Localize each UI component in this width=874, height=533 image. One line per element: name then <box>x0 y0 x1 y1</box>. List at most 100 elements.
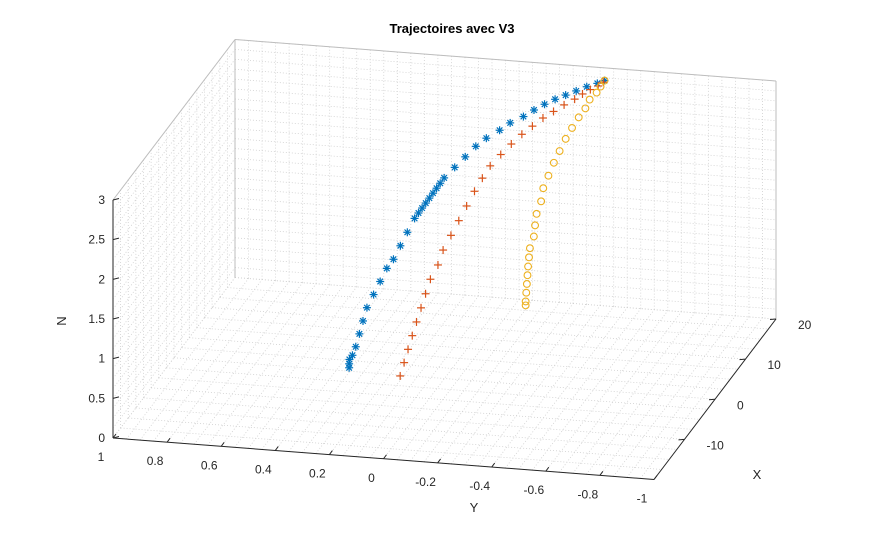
floor-grid-line <box>410 300 533 462</box>
data-point <box>538 114 547 123</box>
tick-labels: 0 0.5 1 1.5 2 2.5 3 1 0.8 0.6 0.4 0.2 0 -0.2 -0.4 -0.6 -… <box>88 193 811 506</box>
data-point <box>410 214 419 223</box>
z-tick <box>112 436 120 439</box>
z-tick <box>112 317 120 320</box>
floor-grid-line <box>135 407 677 450</box>
y-tick <box>653 475 658 480</box>
back-wall-grid-line <box>234 118 777 161</box>
side-wall-grid-line <box>112 168 236 330</box>
y-tick-label: 0.8 <box>147 454 164 468</box>
back-wall-grid-line <box>234 98 777 141</box>
y-tick-label: 1 <box>98 450 105 464</box>
data-point <box>540 100 549 109</box>
data-point <box>362 303 371 312</box>
z-tick-label: 1.5 <box>88 312 105 326</box>
data-point <box>355 329 364 338</box>
data-point <box>421 289 430 298</box>
floor-grid-line <box>640 317 763 479</box>
back-wall-grid-line <box>234 187 777 231</box>
data-point <box>417 303 426 312</box>
floor-grid-line <box>437 302 560 464</box>
data-point <box>529 232 538 241</box>
data-point <box>400 358 409 367</box>
y-tick-label: 0.4 <box>255 462 272 476</box>
data-point <box>404 345 413 354</box>
data-point <box>421 199 430 208</box>
data-point <box>351 342 360 351</box>
data-point <box>436 179 445 188</box>
data-point <box>408 331 417 340</box>
side-wall-grid-line <box>112 78 236 240</box>
floor-grid-line <box>166 367 708 410</box>
data-point <box>586 85 595 94</box>
floor-grid-line <box>247 287 371 449</box>
y-tick-label: -1 <box>637 492 648 506</box>
back-wall-grid-line <box>234 197 777 241</box>
side-wall-grid-line <box>112 237 236 399</box>
floor-grid-line <box>120 427 662 470</box>
data-point <box>521 297 530 306</box>
data-point <box>414 209 423 218</box>
data-point <box>439 246 448 255</box>
data-point <box>461 152 470 161</box>
y-tick <box>491 462 496 468</box>
x-tick-label: 10 <box>768 358 782 372</box>
data-point <box>495 126 504 135</box>
back-wall-grid-line <box>234 247 777 290</box>
data-point <box>345 355 354 364</box>
side-wall-grid-line <box>112 108 236 270</box>
data-point <box>522 280 531 288</box>
data-point <box>470 187 479 196</box>
data-point <box>524 262 533 271</box>
back-wall-grid-line <box>234 148 777 191</box>
z-tick-label: 2.5 <box>88 233 105 247</box>
floor-grid-line <box>166 281 290 443</box>
side-wall-grid-line <box>112 138 236 300</box>
floor-grid-line <box>261 288 385 450</box>
floor-grid-line <box>329 293 452 455</box>
floor-grid-line <box>274 289 398 451</box>
box-edge <box>112 39 236 201</box>
x-axis-label: X <box>753 467 762 482</box>
data-point <box>544 171 553 180</box>
floor-grid-line <box>189 337 731 380</box>
y-tick <box>274 446 279 451</box>
floor-grid-line <box>143 397 685 440</box>
data-point <box>561 134 570 143</box>
y-tick-label: -0.8 <box>578 487 599 501</box>
floor-grid-line <box>181 347 723 390</box>
side-wall-grid-line <box>112 88 236 250</box>
back-wall-grid-line <box>234 78 777 122</box>
data-point <box>592 88 601 97</box>
data-point <box>412 317 421 326</box>
floor-grid-line <box>518 308 642 470</box>
side-wall-grid-line <box>112 277 236 439</box>
floor-grid-line <box>315 292 439 454</box>
data-point <box>506 118 515 127</box>
floor-grid-line <box>383 298 506 459</box>
data-point <box>440 173 449 182</box>
data-point <box>585 95 594 104</box>
data-point <box>529 106 538 115</box>
data-point <box>578 89 587 98</box>
floor-grid-line <box>196 327 738 370</box>
back-wall-grid-line <box>234 227 777 270</box>
x-tick <box>739 358 746 361</box>
back-wall-grid-line <box>234 267 777 310</box>
data-point <box>432 184 441 193</box>
data-point <box>539 184 548 193</box>
back-wall-grid-line <box>234 158 777 201</box>
side-wall-grid-line <box>112 227 236 389</box>
floor-grid-line <box>158 377 700 420</box>
floor-grid-line <box>219 297 761 340</box>
z-axis-label: N <box>54 316 69 325</box>
y-tick <box>328 450 333 455</box>
back-wall-grid-line <box>234 49 777 92</box>
floor-grid-line <box>302 291 425 453</box>
back-wall-grid-line <box>234 277 777 320</box>
side-wall-grid-line <box>112 59 236 221</box>
y-tick-label: -0.4 <box>469 479 490 493</box>
floor-grid-line <box>586 313 709 475</box>
data-point <box>450 163 459 172</box>
